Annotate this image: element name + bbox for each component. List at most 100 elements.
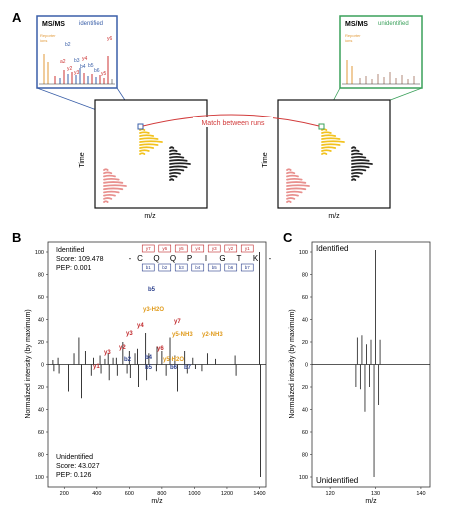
feature-trace xyxy=(103,200,109,203)
b-pep2: PEP: 0.126 xyxy=(56,472,92,479)
feature-trace xyxy=(103,171,113,175)
b-ion-label: b3 xyxy=(179,265,185,270)
feature-trace xyxy=(351,155,367,159)
feature-trace xyxy=(169,168,185,172)
b-xtick-label: 800 xyxy=(157,491,166,497)
left-msms-inset: MS/MS identified Reporter ions b2 b3 y4 b4 a… xyxy=(36,15,118,89)
feature-trace xyxy=(286,181,307,184)
feature-trace xyxy=(351,159,370,162)
c-ytick-label: 20 xyxy=(302,340,308,346)
panel-b-y-ticks: 100 80 60 40 20 0 20 40 60 80 100 xyxy=(35,250,48,481)
b-xtick-label: 1000 xyxy=(188,491,200,497)
panel-b-x-ticks: 200 400 600 800 1000 1200 1400 xyxy=(60,487,266,497)
inset-peak-label: b5 xyxy=(88,63,94,69)
feature-trace xyxy=(286,171,296,175)
b-score: Score: 109.478 xyxy=(56,256,104,263)
panel-b-peak-labels: b5 y3-H2O y4 y7 y3 y5-NH3 y2 y6 y3 y1 b2 b4 y5-H2O b5… xyxy=(93,287,223,371)
right-inset-title: MS/MS xyxy=(345,21,368,28)
b-xtick-label: 1400 xyxy=(253,491,265,497)
feature-trace xyxy=(286,184,310,187)
sequence-residue: G xyxy=(219,254,225,263)
feature-trace xyxy=(103,181,124,184)
right-inset-peaks xyxy=(346,60,415,84)
c-ylabel: Normalized intensity (by maximum) xyxy=(289,309,296,418)
c-xtick-label: 130 xyxy=(371,491,380,497)
right-msms-inset: MS/MS unidentified Reporter ions xyxy=(339,15,423,89)
b-ytick-label: 100 xyxy=(35,475,44,481)
left-inset-peaks xyxy=(43,54,113,84)
b-ion-label: b6 xyxy=(228,265,234,270)
sequence-residue: Q xyxy=(153,254,159,263)
b-identified-label: Identified xyxy=(56,247,85,254)
feature-trace xyxy=(286,193,299,197)
b-xtick-label: 600 xyxy=(125,491,134,497)
b-peak-annotation: y1 xyxy=(93,364,100,370)
b-peak-annotation: b2 xyxy=(124,357,132,363)
match-arc xyxy=(142,114,320,127)
sequence-residue: P xyxy=(187,254,192,263)
c-xtick-label: 120 xyxy=(326,491,335,497)
feature-trace xyxy=(169,155,185,159)
y-ion-label: y5 xyxy=(179,246,184,251)
b-peak-annotation: b4 xyxy=(145,355,153,361)
panel-label-a: A xyxy=(12,10,22,25)
peptide-sequence-ladder: C Q Q P I G T K - - y7 y6 y5 y4 y3 y2 y1 b1 b2 b3 b4 b5 b6 b7 xyxy=(129,244,272,272)
feature-trace xyxy=(321,152,328,155)
inset-peak-label: y3 xyxy=(74,70,80,76)
b-ytick-label: 40 xyxy=(38,318,44,324)
feature-trace xyxy=(103,177,120,181)
left-inset-title: MS/MS xyxy=(42,21,65,28)
feature-trace xyxy=(169,149,178,153)
sequence-terminus: - xyxy=(129,254,132,263)
sequence-residue: Q xyxy=(170,254,176,263)
feature-trace xyxy=(139,149,150,152)
left-map-features xyxy=(103,128,191,203)
feature-trace xyxy=(139,134,155,137)
feature-trace xyxy=(351,171,363,175)
right-reporter-line1: Reporter xyxy=(345,33,361,38)
c-ytick-label: 40 xyxy=(302,408,308,414)
inset-peak-label: b4 xyxy=(80,64,86,70)
inset-peak-label: y2 xyxy=(67,66,73,72)
feature-trace xyxy=(321,131,332,134)
feature-trace xyxy=(103,184,127,187)
y-ion-box xyxy=(224,244,238,253)
panel-b-peaks xyxy=(48,252,266,477)
y-ion-label: y3 xyxy=(212,246,217,251)
inset-peak-label: y5 xyxy=(101,71,107,77)
c-ytick-label: 0 xyxy=(305,363,308,369)
b-peak-annotation: y3 xyxy=(104,350,111,356)
b-xtick-label: 1200 xyxy=(221,491,233,497)
b-peak-annotation: y6 xyxy=(157,346,164,352)
y-ion-box xyxy=(207,244,221,253)
match-label-bg xyxy=(193,117,273,127)
b-peak-annotation: y7 xyxy=(174,319,181,325)
feature-trace xyxy=(351,168,367,172)
sequence-residue: I xyxy=(205,254,207,263)
b-ytick-label: 80 xyxy=(38,273,44,279)
feature-trace xyxy=(103,190,120,194)
feature-trace xyxy=(103,193,116,197)
inset-peak-label: a2 xyxy=(60,59,66,65)
c-xlabel: m/z xyxy=(365,498,377,505)
sequence-residue: K xyxy=(253,254,259,263)
b-ytick-label: 60 xyxy=(38,295,44,301)
c-ytick-label: 80 xyxy=(302,273,308,279)
b-ion-label: b2 xyxy=(162,265,168,270)
left-inset-status: identified xyxy=(79,21,103,27)
feature-trace xyxy=(351,162,373,165)
feature-trace xyxy=(351,165,370,169)
c-ytick-label: 60 xyxy=(302,295,308,301)
inset-peak-label: y4 xyxy=(82,56,88,62)
sequence-terminus: - xyxy=(269,254,272,263)
b-ion-box xyxy=(141,263,155,272)
b-xlabel: m/z xyxy=(151,498,163,505)
left-time-label: Time xyxy=(79,152,86,167)
b-ytick-label: 60 xyxy=(38,430,44,436)
panel-label-b: B xyxy=(12,230,21,245)
feature-trace xyxy=(321,137,341,140)
b-peak-annotation: b5 xyxy=(145,365,153,371)
y-ion-box xyxy=(174,244,188,253)
